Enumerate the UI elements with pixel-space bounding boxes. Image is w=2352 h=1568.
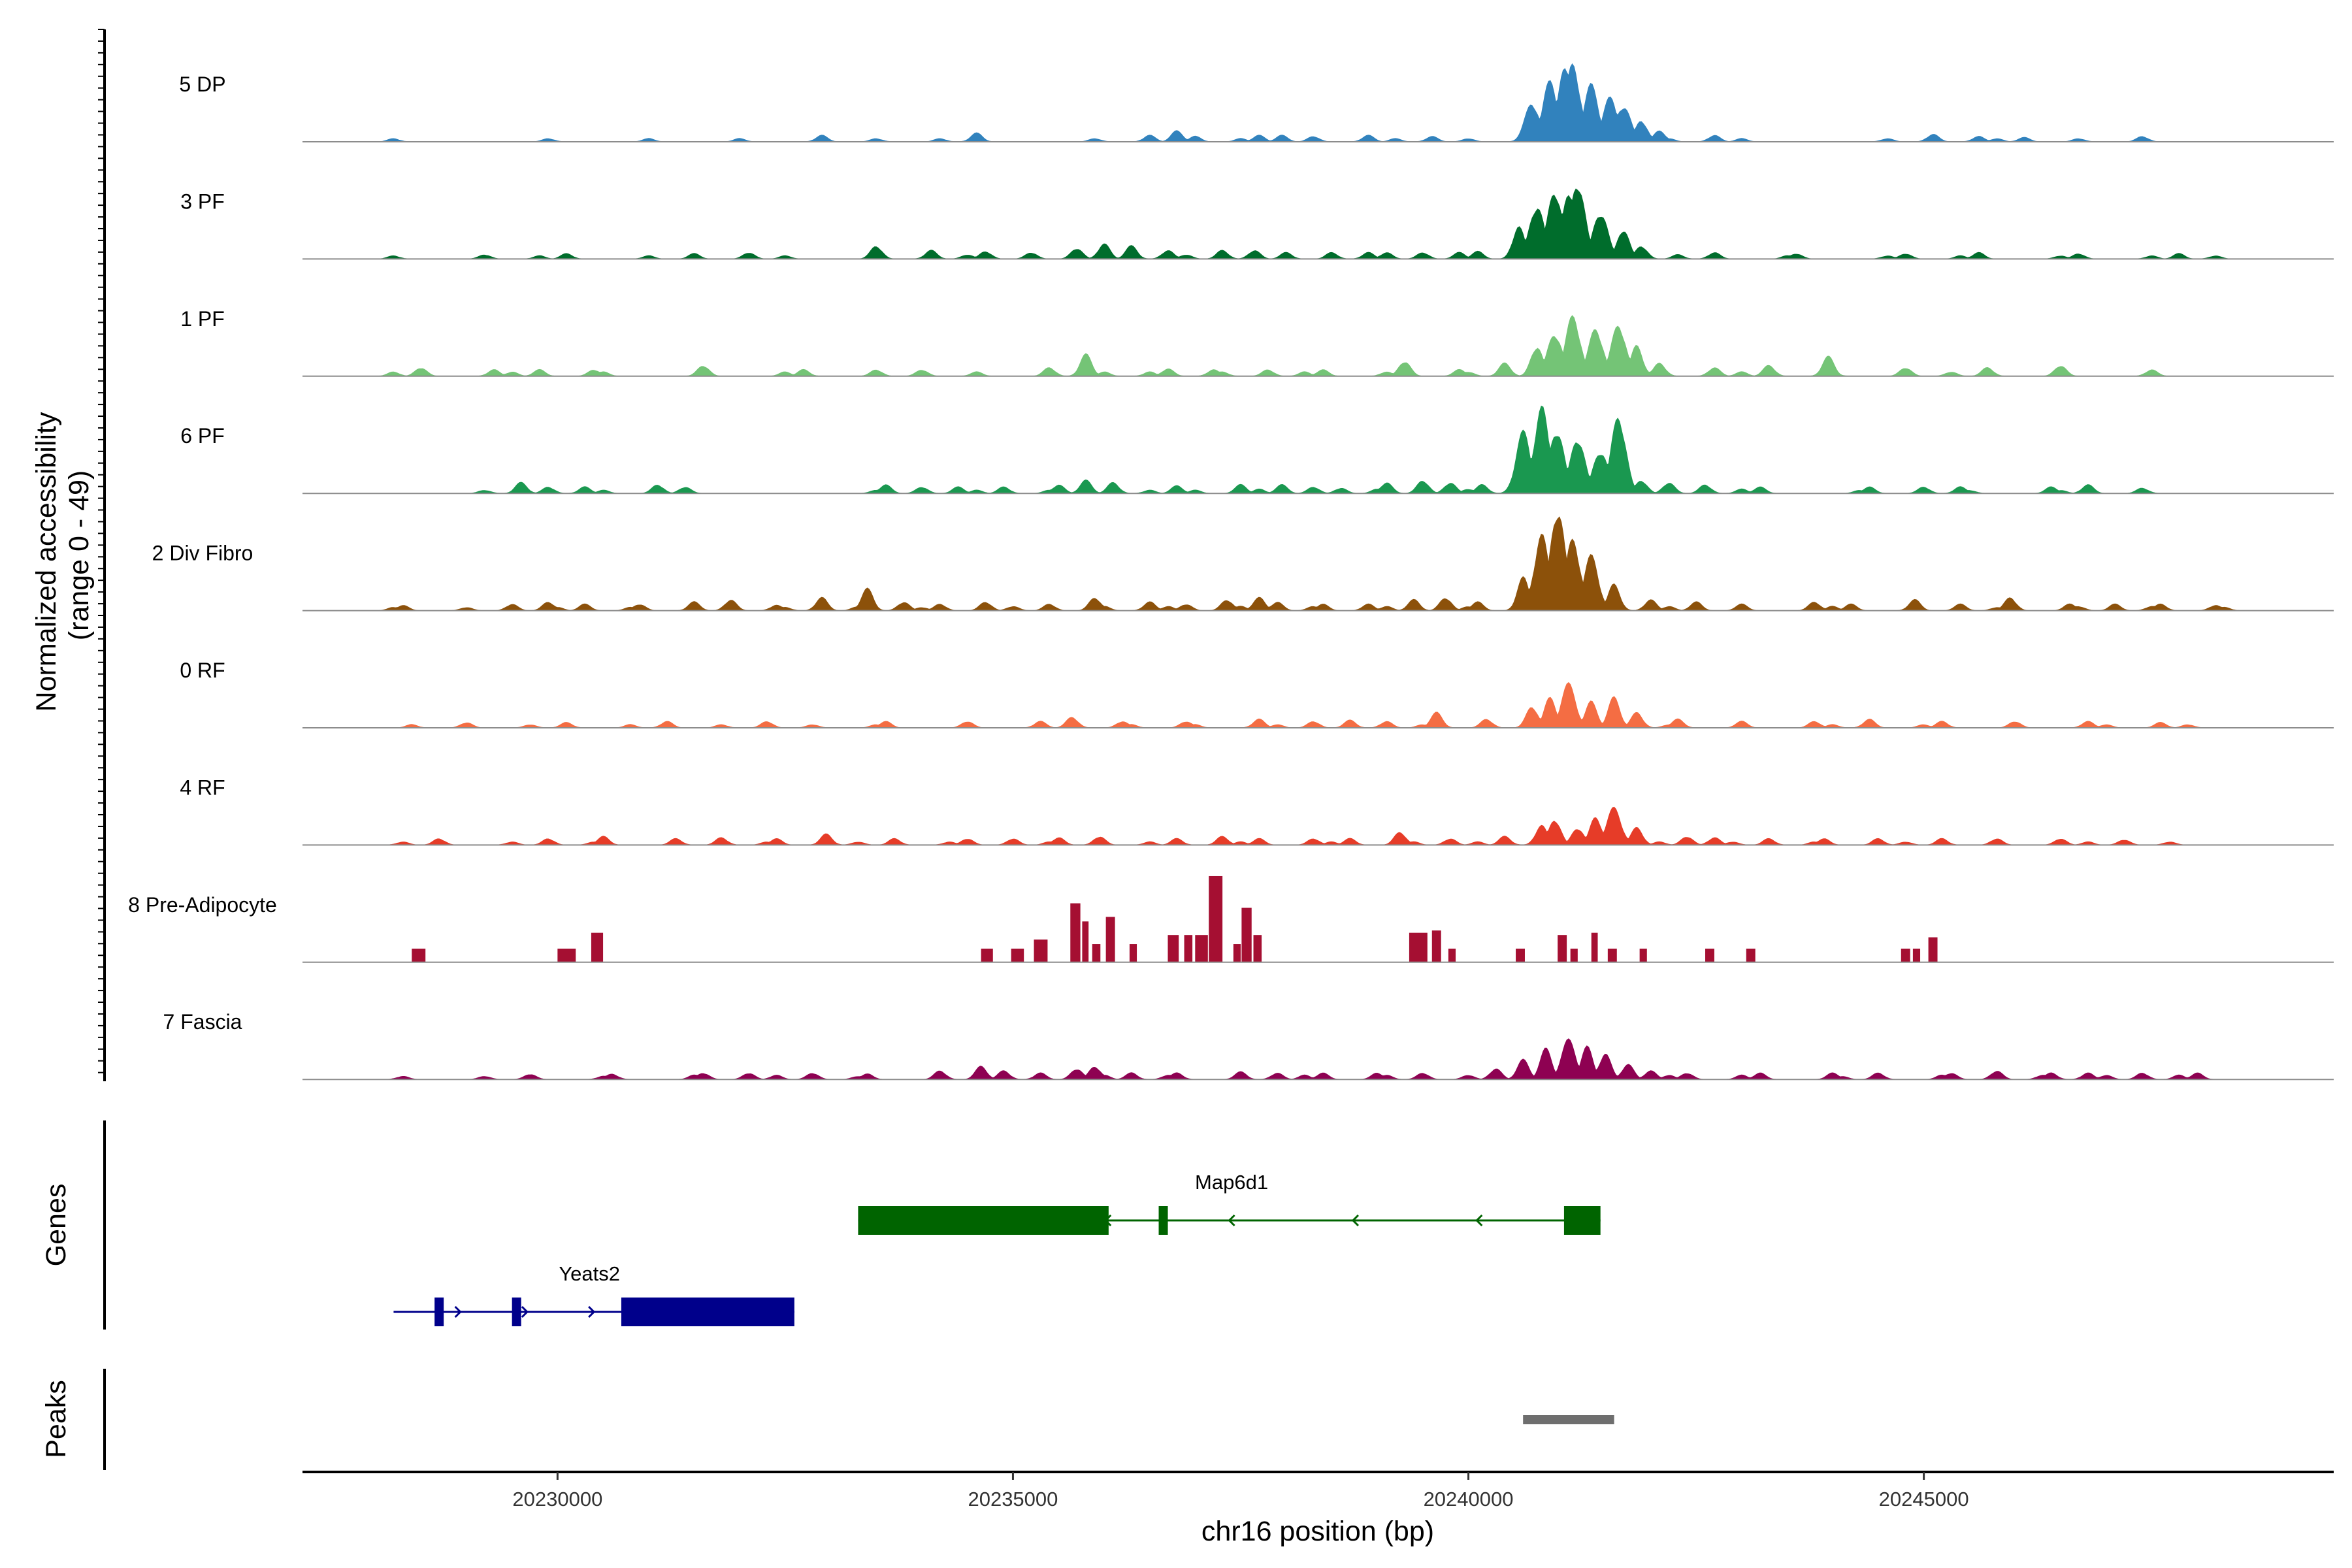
coverage-bar bbox=[981, 948, 993, 962]
coverage-area bbox=[302, 63, 2334, 142]
coverage-bar bbox=[1705, 948, 1714, 962]
coverage-bar bbox=[1129, 944, 1137, 962]
strand-arrow bbox=[1351, 1214, 1360, 1227]
track-4-rf: 4 RF bbox=[180, 776, 2334, 846]
track-2-div-fibro: 2 Div Fibro bbox=[152, 516, 2334, 612]
x-axis-title: chr16 position (bp) bbox=[1201, 1516, 1434, 1547]
track-6-pf: 6 PF bbox=[180, 405, 2334, 495]
peaks-panel-label: Peaks bbox=[41, 1380, 72, 1458]
coverage-bar bbox=[1928, 937, 1938, 962]
gene-annotations: Map6d1 Yeats2 bbox=[393, 1171, 1601, 1326]
coverage-bar bbox=[1241, 907, 1252, 962]
track-3-pf: 3 PF bbox=[180, 188, 2334, 260]
accessibility-y-ticks bbox=[98, 29, 105, 1073]
coverage-bar bbox=[1746, 948, 1756, 962]
track-label-8-pre-adipocyte: 8 Pre-Adipocyte bbox=[128, 893, 277, 917]
coverage-area bbox=[302, 188, 2334, 259]
coverage-area bbox=[302, 405, 2334, 494]
coverage-bar bbox=[412, 948, 426, 962]
peak-bar bbox=[1523, 1415, 1614, 1424]
coverage-bar bbox=[1558, 935, 1567, 962]
coverage-bar bbox=[1253, 935, 1262, 962]
gene-yeats2: Yeats2 bbox=[393, 1262, 794, 1326]
coverage-bar bbox=[1912, 948, 1921, 962]
gene-map6d1: Map6d1 bbox=[858, 1171, 1601, 1235]
track-label-7-fascia: 7 Fascia bbox=[163, 1010, 242, 1034]
track-label-6-pf: 6 PF bbox=[180, 424, 225, 448]
coverage-bar bbox=[1570, 948, 1578, 962]
coverage-bar bbox=[1105, 917, 1115, 962]
coverage-bar bbox=[1168, 935, 1179, 962]
strand-arrow bbox=[1228, 1214, 1235, 1227]
coverage-bar bbox=[1092, 944, 1101, 962]
track-0-rf: 0 RF bbox=[180, 659, 2334, 728]
strand-arrow bbox=[454, 1305, 462, 1318]
coverage-bar bbox=[1070, 903, 1081, 962]
coverage-tracks: 5 DP 3 PF 1 PF 6 PF 2 Div Fibro 0 RF 4 RF 8 Pre… bbox=[128, 63, 2334, 1081]
track-label-3-pf: 3 PF bbox=[180, 189, 225, 213]
gene-label-map6d1: Map6d1 bbox=[1195, 1171, 1268, 1194]
exon bbox=[1563, 1206, 1601, 1235]
exon bbox=[434, 1298, 444, 1326]
track-label-5-dp: 5 DP bbox=[179, 73, 225, 96]
track-label-4-rf: 4 RF bbox=[180, 776, 225, 799]
gene-label-yeats2: Yeats2 bbox=[559, 1262, 620, 1285]
coverage-area bbox=[302, 1038, 2334, 1080]
exon bbox=[1158, 1206, 1168, 1235]
coverage-bar bbox=[1607, 948, 1617, 962]
coverage-bar bbox=[591, 932, 604, 962]
coverage-bar bbox=[1233, 944, 1241, 962]
coverage-area bbox=[302, 315, 2334, 377]
coverage-bar bbox=[1209, 875, 1223, 962]
strand-arrow bbox=[588, 1305, 596, 1318]
coverage-bar bbox=[1195, 935, 1208, 962]
coverage-bar bbox=[1448, 948, 1456, 962]
coverage-bar bbox=[1409, 932, 1428, 962]
coverage-bar bbox=[1901, 948, 1910, 962]
coverage-area bbox=[302, 682, 2334, 728]
x-tick-label: 20240000 bbox=[1424, 1488, 1514, 1511]
x-axis-ticks: 20230000 20235000 20240000 20245000 bbox=[512, 1472, 1969, 1511]
track-label-2-div-fibro: 2 Div Fibro bbox=[152, 542, 253, 565]
coverage-bar bbox=[1591, 932, 1598, 962]
track-5-dp: 5 DP bbox=[179, 63, 2334, 142]
coverage-area bbox=[302, 806, 2334, 845]
coverage-bar bbox=[1639, 948, 1647, 962]
y-axis-title-line2: (range 0 - 49) bbox=[63, 470, 95, 641]
coverage-bar bbox=[1011, 948, 1024, 962]
coverage-area bbox=[302, 516, 2334, 612]
strand-arrow bbox=[521, 1305, 529, 1318]
coverage-bar bbox=[1082, 921, 1089, 962]
track-label-1-pf: 1 PF bbox=[180, 307, 225, 331]
exon bbox=[512, 1298, 521, 1326]
x-tick-label: 20245000 bbox=[1879, 1488, 1969, 1511]
coverage-bar bbox=[1034, 939, 1048, 962]
coverage-bar bbox=[557, 948, 576, 962]
strand-arrow bbox=[1475, 1214, 1483, 1227]
y-axis-title-line1: Normalized accessibility bbox=[31, 412, 62, 711]
exon bbox=[621, 1298, 794, 1326]
track-label-0-rf: 0 RF bbox=[180, 659, 225, 682]
track-8-pre-adipocyte: 8 Pre-Adipocyte bbox=[128, 875, 2334, 963]
coverage-bar bbox=[1431, 930, 1441, 962]
peak-regions bbox=[1523, 1415, 1614, 1424]
coverage-bar bbox=[1184, 935, 1193, 962]
genes-panel-label: Genes bbox=[41, 1184, 72, 1267]
coverage-bar bbox=[1516, 948, 1525, 962]
track-7-fascia: 7 Fascia bbox=[163, 1010, 2334, 1081]
x-tick-label: 20235000 bbox=[968, 1488, 1058, 1511]
exon bbox=[858, 1206, 1109, 1235]
track-1-pf: 1 PF bbox=[180, 307, 2334, 377]
x-tick-label: 20230000 bbox=[512, 1488, 602, 1511]
